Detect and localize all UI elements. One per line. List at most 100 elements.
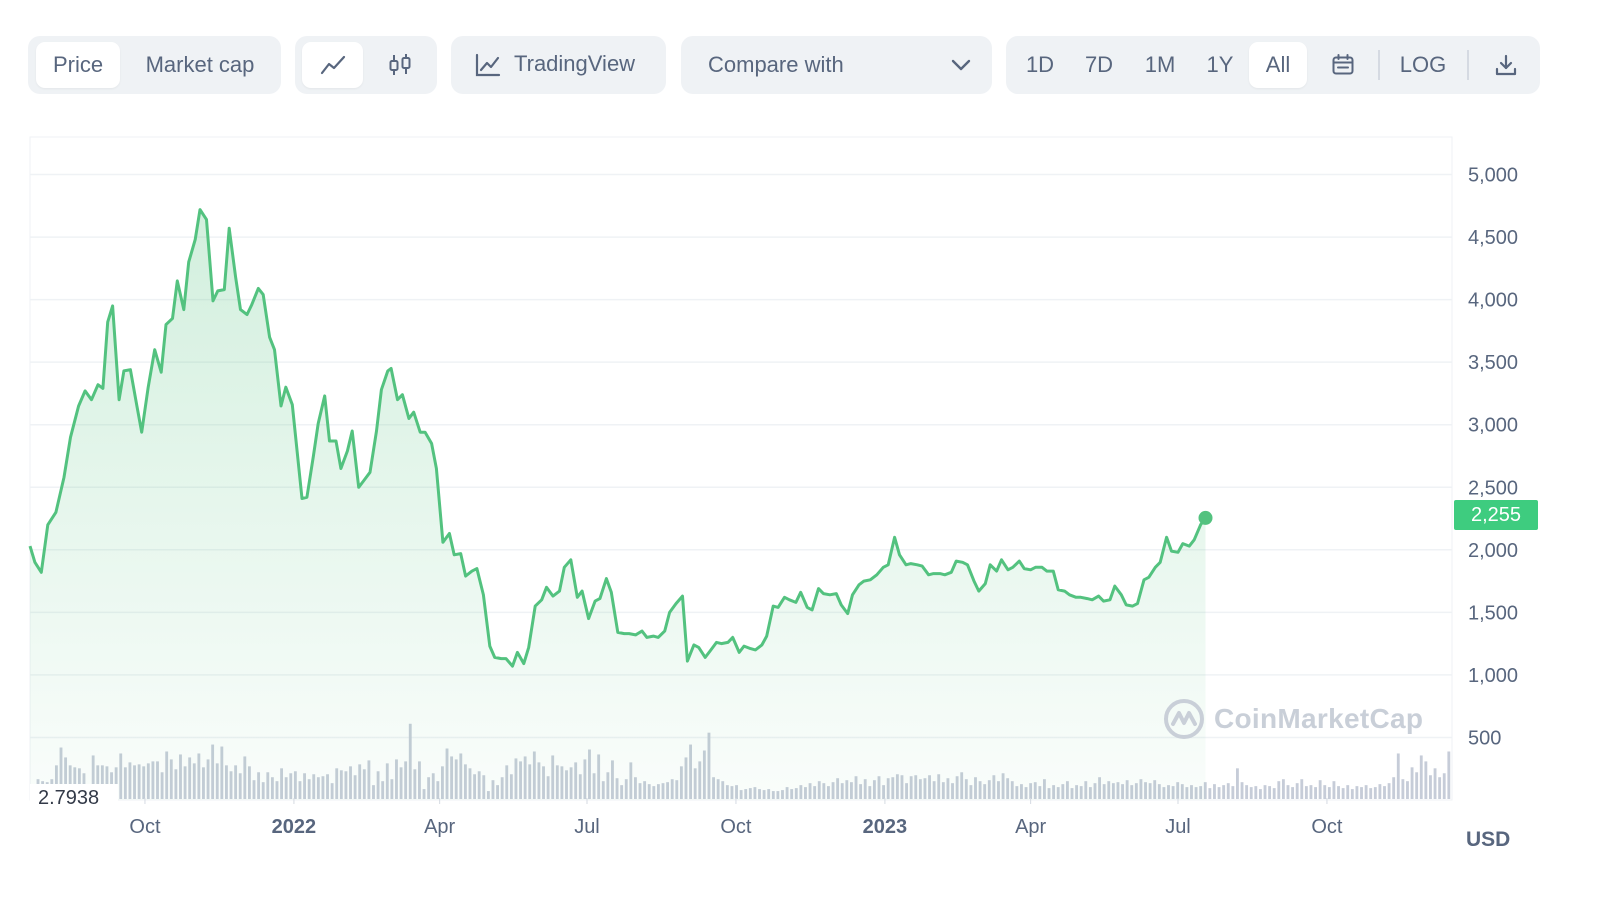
y-tick-label: 4,000 bbox=[1468, 290, 1518, 312]
volume-bar bbox=[1396, 753, 1400, 799]
volume-bar bbox=[1346, 785, 1350, 799]
log-scale-button[interactable]: LOG bbox=[1399, 52, 1447, 77]
price-area bbox=[30, 209, 1206, 801]
volume-bar bbox=[1281, 779, 1285, 799]
volume-bar bbox=[1401, 779, 1405, 799]
volume-bar bbox=[1295, 783, 1299, 799]
tradingview-label: TradingView bbox=[514, 51, 636, 76]
time-range-toggle: 1D 7D 1M 1Y All LOG bbox=[1006, 36, 1540, 94]
candlestick-button[interactable] bbox=[369, 42, 430, 88]
x-axis: Oct 2022 Apr Jul Oct 2023 Apr Jul Oct bbox=[129, 798, 1343, 838]
current-price-badge: 2,255 bbox=[1454, 500, 1538, 530]
range-7d[interactable]: 7D bbox=[1084, 52, 1114, 77]
date-range-button[interactable] bbox=[1318, 42, 1368, 88]
volume-bar bbox=[1383, 786, 1386, 799]
price-tab[interactable]: Price bbox=[36, 42, 120, 88]
volume-bar bbox=[1245, 785, 1249, 799]
tradingview-button[interactable]: TradingView bbox=[451, 36, 666, 94]
currency-unit-label: USD bbox=[1466, 828, 1511, 851]
volume-bar bbox=[1406, 781, 1409, 799]
volume-bar bbox=[1373, 787, 1377, 799]
volume-bar bbox=[1240, 782, 1244, 799]
calendar-icon bbox=[1332, 54, 1354, 75]
volume-bar bbox=[1447, 751, 1451, 799]
min-volume-label: 2.7938 bbox=[30, 784, 118, 812]
volume-bar bbox=[1364, 785, 1368, 799]
y-tick-label: 3,500 bbox=[1468, 352, 1518, 374]
volume-bar bbox=[1277, 781, 1281, 799]
range-all[interactable]: All bbox=[1249, 42, 1307, 88]
line-chart-icon bbox=[320, 55, 345, 75]
divider bbox=[1467, 50, 1469, 80]
compare-with-label: Compare with bbox=[708, 52, 844, 77]
volume-bar bbox=[1415, 772, 1419, 799]
price-line bbox=[28, 208, 1207, 668]
volume-bar bbox=[1286, 785, 1290, 799]
volume-bar bbox=[1217, 787, 1221, 799]
y-tick-label: 5,000 bbox=[1468, 165, 1518, 187]
market-cap-tab[interactable]: Market cap bbox=[145, 52, 255, 77]
candlestick-icon bbox=[389, 54, 410, 75]
metric-toggle: Price Market cap bbox=[28, 36, 281, 94]
volume-bar bbox=[1291, 787, 1295, 799]
volume-bar bbox=[1268, 786, 1272, 799]
volume-bar bbox=[1341, 788, 1345, 799]
x-tick-year-label: 2022 bbox=[272, 816, 317, 838]
volume-bar bbox=[1387, 783, 1391, 799]
y-axis: 500 1,000 1,500 2,000 2,500 3,000 3,500 4,000 4,… bbox=[1468, 165, 1518, 750]
volume-bar bbox=[1323, 785, 1327, 799]
coinmarketcap-logo-icon bbox=[1164, 699, 1204, 739]
tradingview-icon bbox=[475, 53, 501, 82]
y-tick-label: 3,000 bbox=[1468, 415, 1518, 437]
x-tick-label: Oct bbox=[129, 816, 161, 838]
coinmarketcap-watermark: CoinMarketCap bbox=[1162, 697, 1423, 741]
volume-bar bbox=[1419, 755, 1423, 799]
volume-bar bbox=[1327, 787, 1331, 799]
volume-bar bbox=[1442, 773, 1446, 799]
volume-bar bbox=[1236, 768, 1239, 799]
volume-bar bbox=[1213, 784, 1216, 799]
y-tick-label: 1,000 bbox=[1468, 665, 1518, 687]
chevron-down-icon bbox=[951, 59, 971, 71]
volume-bar bbox=[1263, 785, 1267, 799]
download-button[interactable] bbox=[1481, 42, 1531, 88]
volume-bar bbox=[1226, 783, 1230, 799]
volume-bar bbox=[1429, 775, 1432, 799]
volume-bar bbox=[1318, 780, 1322, 799]
y-tick-label: 500 bbox=[1468, 727, 1501, 749]
chart-toolbar: Price Market cap TradingView Com bbox=[0, 36, 1600, 94]
volume-bar bbox=[1332, 781, 1336, 799]
y-tick-label: 4,500 bbox=[1468, 227, 1518, 249]
range-1y[interactable]: 1Y bbox=[1206, 52, 1234, 77]
volume-bar bbox=[1350, 789, 1354, 799]
volume-bar bbox=[1309, 785, 1313, 799]
volume-bar bbox=[1392, 777, 1396, 799]
range-1d[interactable]: 1D bbox=[1025, 52, 1055, 77]
volume-bar bbox=[1208, 788, 1212, 799]
x-tick-label: Oct bbox=[1311, 816, 1343, 838]
divider bbox=[1378, 50, 1380, 80]
x-tick-label: Oct bbox=[720, 816, 752, 838]
volume-bar bbox=[1254, 786, 1258, 799]
volume-bar bbox=[1438, 777, 1442, 799]
download-icon bbox=[1495, 54, 1517, 76]
range-1m[interactable]: 1M bbox=[1144, 52, 1176, 77]
y-tick-label: 2,000 bbox=[1468, 540, 1518, 562]
volume-bar bbox=[1300, 779, 1304, 799]
x-tick-label: Jul bbox=[574, 816, 600, 838]
y-tick-label: 1,500 bbox=[1468, 602, 1518, 624]
volume-bar bbox=[1410, 767, 1414, 799]
volume-bar bbox=[1304, 786, 1308, 799]
volume-bar bbox=[1360, 787, 1363, 799]
volume-bar bbox=[1258, 789, 1262, 799]
y-tick-label: 2,500 bbox=[1468, 477, 1518, 499]
volume-bar bbox=[1369, 788, 1373, 799]
chart-type-toggle bbox=[295, 36, 437, 94]
compare-with-dropdown[interactable]: Compare with bbox=[681, 36, 992, 94]
line-chart-button[interactable] bbox=[302, 42, 363, 88]
volume-bar bbox=[1314, 787, 1317, 799]
volume-bar bbox=[1249, 787, 1253, 799]
volume-bar bbox=[1355, 786, 1359, 799]
volume-bar bbox=[1433, 768, 1437, 799]
